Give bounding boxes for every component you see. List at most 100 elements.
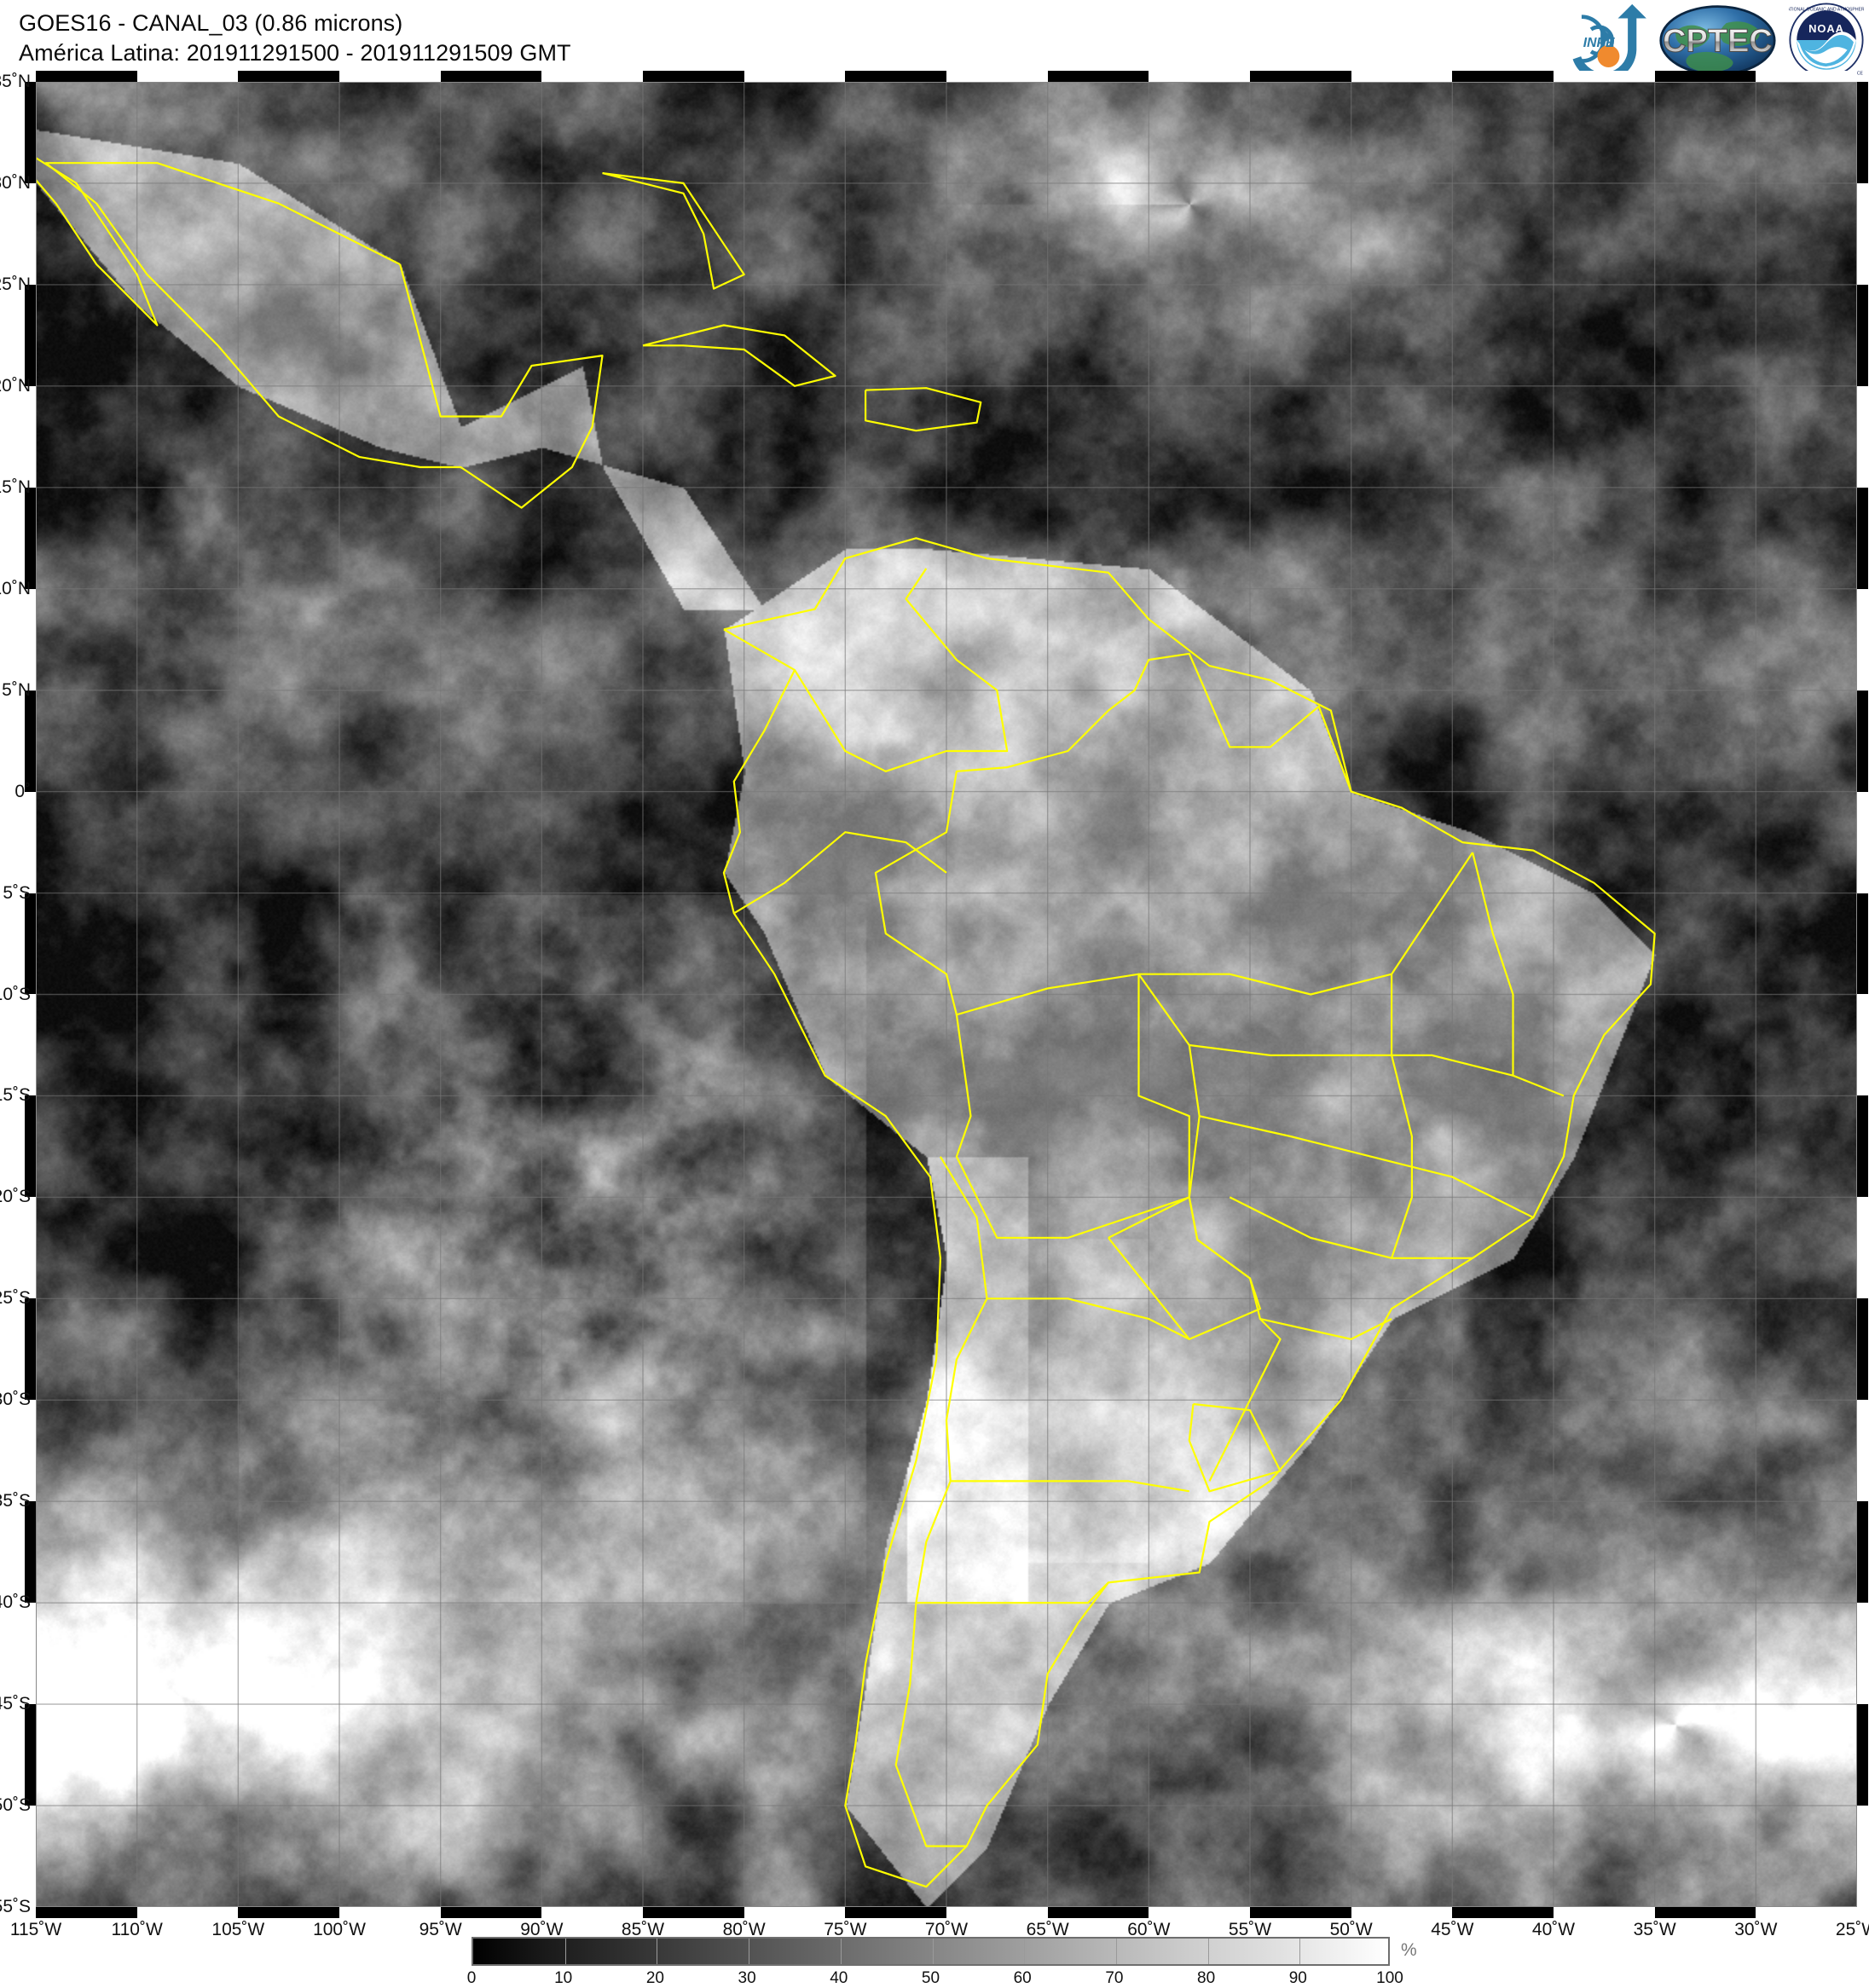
noaa-logo: NOAA NATIONAL OCEANIC AND ATMOSPHERIC U.…	[1789, 3, 1864, 78]
y-tick-label: 30˚S	[0, 1390, 31, 1410]
coast-hispaniola	[865, 387, 982, 432]
tick-segment	[440, 1907, 542, 1918]
colorbar-tick-label: 70	[1105, 1969, 1124, 1987]
colorbar-tick-label: 20	[645, 1969, 664, 1987]
colorbar-separator	[1207, 1939, 1209, 1964]
x-tick-label: 110˚W	[111, 1920, 163, 1939]
tickbar-top	[36, 71, 1857, 82]
tick-segment	[1250, 1907, 1351, 1918]
x-tick-label: 50˚W	[1329, 1920, 1373, 1939]
y-tick-label: 10˚S	[0, 984, 31, 1004]
tick-segment	[1857, 82, 1868, 183]
tick-segment	[25, 1704, 36, 1806]
x-tick-label: 60˚W	[1127, 1920, 1171, 1939]
x-tick-label: 25˚W	[1835, 1920, 1869, 1939]
state-ar-1	[987, 1297, 1190, 1340]
tick-segment	[36, 1907, 137, 1918]
tick-segment	[25, 1298, 36, 1401]
tick-segment	[1857, 1704, 1868, 1806]
coast-cuba	[642, 324, 836, 387]
border-brazil-north	[874, 652, 1352, 1015]
tick-segment	[1047, 71, 1149, 82]
logo-strip: INPE CPTEC	[1559, 2, 1864, 78]
tick-segment	[25, 690, 36, 792]
tick-segment	[440, 71, 542, 82]
tick-segment	[1857, 487, 1868, 589]
colorbar-gradient	[472, 1937, 1390, 1966]
cptec-logo: CPTEC	[1659, 5, 1776, 76]
inpe-logo: INPE	[1572, 3, 1647, 78]
tick-segment	[1857, 284, 1868, 386]
border-colombia-venezuela	[794, 568, 1009, 772]
page-title: GOES16 - CANAL_03 (0.86 microns)	[19, 10, 403, 36]
y-tick-label: 15˚N	[0, 477, 31, 497]
state-br-6	[1391, 974, 1413, 1259]
tick-segment	[1047, 1907, 1149, 1918]
y-tick-label: 40˚S	[0, 1592, 31, 1613]
y-tick-label: 35˚N	[0, 72, 31, 91]
colorbar-tick-label: 30	[738, 1969, 756, 1987]
colorbar-tick-label: 80	[1197, 1969, 1216, 1987]
x-tick-label: 35˚W	[1633, 1920, 1676, 1939]
colorbar: % 0 10 20 30 40 50 60 70 80 90 100	[467, 1937, 1417, 1987]
y-tick-label: 35˚S	[0, 1491, 31, 1511]
x-tick-label: 100˚W	[313, 1920, 366, 1939]
colorbar-separator	[840, 1939, 842, 1964]
colorbar-separator	[564, 1939, 566, 1964]
x-tick-label: 115˚W	[9, 1920, 62, 1939]
svg-text:NATIONAL OCEANIC AND ATMOSPHER: NATIONAL OCEANIC AND ATMOSPHERIC	[1789, 7, 1864, 12]
y-tick-label: 20˚S	[0, 1187, 31, 1207]
colorbar-tick-label: 50	[921, 1969, 940, 1987]
tick-segment	[25, 82, 36, 183]
plot-frame	[36, 82, 1857, 1907]
svg-text:INPE: INPE	[1583, 36, 1615, 50]
y-tick-label: 5˚S	[3, 882, 31, 903]
tick-segment	[25, 1501, 36, 1604]
x-tick-label: 45˚W	[1431, 1920, 1474, 1939]
tick-segment	[25, 487, 36, 589]
x-tick-label: 95˚W	[419, 1920, 462, 1939]
state-ar-3	[916, 1581, 1109, 1604]
tickbar-left	[25, 82, 36, 1907]
colorbar-separator	[932, 1939, 934, 1964]
y-tick-label: 30˚N	[0, 172, 31, 193]
coast-central-america	[36, 156, 159, 327]
satellite-map-plot[interactable]	[25, 71, 1868, 1918]
tick-segment	[1857, 690, 1868, 792]
map-vector-overlay	[36, 82, 1857, 1907]
x-tick-label: 40˚W	[1531, 1920, 1576, 1939]
y-tick-label: 15˚S	[0, 1085, 31, 1106]
tick-segment	[1250, 71, 1351, 82]
tick-segment	[25, 1095, 36, 1198]
y-tick-label: 10˚N	[0, 578, 31, 598]
state-br-1	[1138, 852, 1474, 996]
x-tick-label: 80˚W	[722, 1920, 766, 1939]
x-tick-label: 65˚W	[1026, 1920, 1069, 1939]
tick-segment	[1452, 1907, 1554, 1918]
colorbar-tick-label: 10	[554, 1969, 573, 1987]
state-br-5	[1259, 1318, 1392, 1340]
colorbar-tick-label: 40	[830, 1969, 848, 1987]
tick-segment	[1654, 71, 1756, 82]
coast-mexico	[44, 162, 604, 509]
x-tick-label: 85˚W	[621, 1920, 665, 1939]
tick-segment	[1452, 71, 1554, 82]
colorbar-separator	[1299, 1939, 1301, 1964]
y-tick-label: 20˚N	[0, 375, 31, 396]
tick-segment	[643, 71, 744, 82]
tickbar-bottom	[36, 1907, 1857, 1918]
coast-south-america	[722, 537, 1656, 1888]
tick-segment	[845, 71, 946, 82]
y-tick-label: 50˚S	[0, 1795, 31, 1816]
colorbar-tick-label: 100	[1376, 1969, 1403, 1987]
border-chile-argentina	[894, 1156, 988, 1847]
title-block: GOES16 - CANAL_03 (0.86 microns) América…	[19, 9, 571, 68]
y-tick-label: 45˚S	[0, 1694, 31, 1714]
tick-segment	[238, 71, 339, 82]
tick-segment	[36, 71, 137, 82]
tick-segment	[1857, 1095, 1868, 1198]
state-ar-2	[950, 1480, 1189, 1493]
x-axis-longitude-labels: 115˚W 110˚W 105˚W 100˚W 95˚W 90˚W 85˚W 80˚W 75˚W…	[0, 1920, 1869, 1945]
svg-text:NOAA: NOAA	[1808, 22, 1844, 35]
tick-segment	[25, 893, 36, 995]
